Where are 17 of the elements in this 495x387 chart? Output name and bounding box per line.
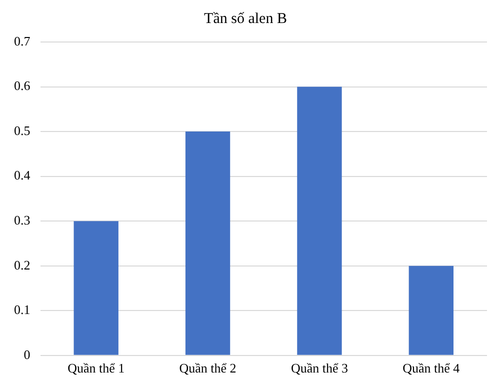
bar — [185, 132, 230, 355]
bar — [74, 221, 118, 355]
bar — [408, 266, 454, 355]
x-tick-label: Quần thể 3 — [290, 360, 348, 376]
y-tick-label: 0.1 — [14, 302, 30, 318]
x-tick-label: Quần thể 2 — [179, 360, 236, 376]
y-tick-label: 0 — [24, 346, 30, 362]
y-tick-label: 0.5 — [14, 122, 30, 138]
x-tick-label: Quần thể 1 — [68, 360, 125, 376]
y-tick-label: 0.7 — [14, 33, 31, 48]
y-tick-label: 0.3 — [14, 212, 30, 228]
y-tick-label: 0.2 — [14, 257, 30, 272]
y-tick-label: 0.6 — [14, 78, 31, 94]
chart-title: Tần số alen B — [204, 10, 287, 27]
bar — [297, 86, 342, 355]
x-tick-label: Quần thể 4 — [402, 360, 460, 376]
y-tick-label: 0.4 — [14, 168, 31, 183]
